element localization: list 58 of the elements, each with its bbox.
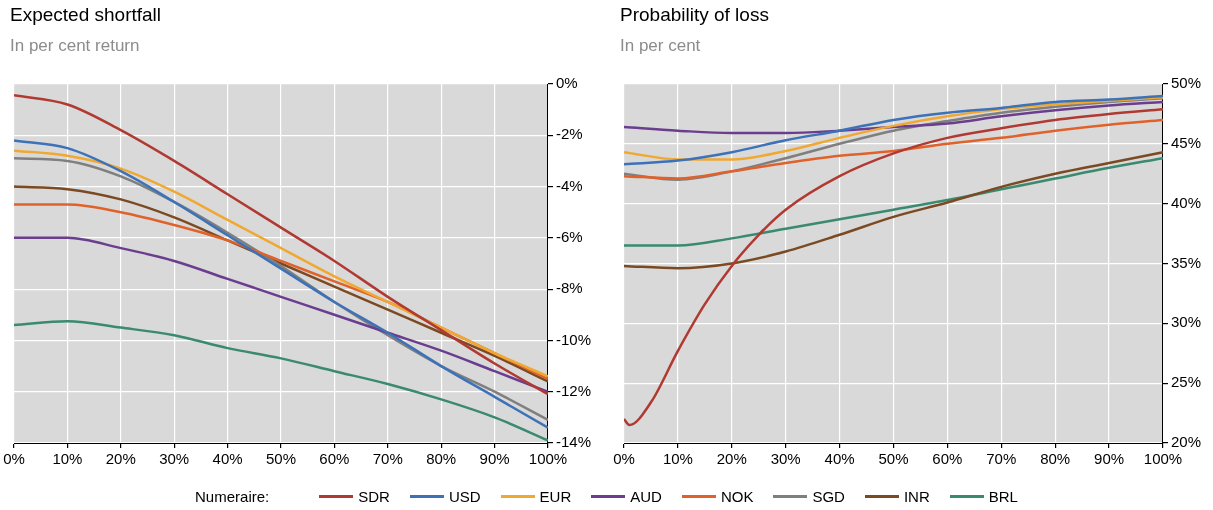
legend-label: USD [448,488,481,505]
x-tick-label: 50% [878,450,909,468]
x-tick-label: 50% [265,450,297,468]
x-tick-label: 0% [3,450,25,468]
x-tick-label: 100% [528,450,568,468]
y-tick-label: 45% [1170,133,1202,151]
legend-label: EUR [539,488,572,505]
legend-label: BRL [988,488,1018,505]
x-tick-label: 0% [613,450,635,468]
x-tick-label: 40% [824,450,855,468]
y-tick-label: 20% [1170,433,1202,451]
legend-title: Numeraire: [195,488,270,505]
x-tick-label: 20% [716,450,747,468]
y-tick-label: 35% [1170,253,1202,271]
y-tick-label: 50% [1170,74,1202,92]
chart-title: Expected shortfall [10,4,162,26]
x-tick-label: 100% [1143,450,1183,468]
y-tick-label: -12% [555,381,592,399]
x-tick-label: 20% [105,450,136,468]
y-tick-label: 25% [1170,373,1202,391]
line-series [624,156,1163,247]
line-series [14,94,548,396]
line-series [624,150,1163,270]
x-tick-label: 80% [1040,450,1071,468]
x-tick-label: 70% [986,450,1017,468]
y-tick-label: -2% [555,125,583,143]
x-tick-label: 90% [479,450,510,468]
line-series [624,118,1163,180]
x-tick-label: 10% [662,450,693,468]
chart-subtitle: In per cent return [10,36,140,56]
line-series [14,149,548,378]
chart-title: Probability of loss [620,4,769,26]
y-tick-label: 0% [555,74,578,92]
line-series [624,100,1163,135]
line-series [14,236,548,393]
x-tick-label: 60% [932,450,963,468]
x-tick-label: 30% [770,450,801,468]
y-tick-label: -14% [555,433,592,451]
x-tick-label: 40% [212,450,243,468]
y-tick-label: -8% [555,279,583,297]
y-tick-label: -6% [555,228,583,245]
legend-label: INR [903,488,930,505]
x-tick-label: 80% [426,450,457,468]
y-tick-label: -4% [555,176,583,194]
legend-label: NOK [720,488,754,505]
x-tick-label: 60% [319,450,350,468]
y-tick-label: -10% [555,330,592,348]
x-tick-label: 10% [52,450,83,468]
x-tick-label: 30% [159,450,190,468]
y-tick-label: 30% [1170,313,1202,331]
x-tick-label: 70% [372,450,403,468]
legend-label: SGD [812,488,845,505]
y-tick-label: 40% [1170,193,1202,211]
line-series [624,107,1163,427]
legend-label: AUD [630,488,662,505]
chart-subtitle: In per cent [620,36,701,56]
legend-label: SDR [358,488,390,505]
x-tick-label: 90% [1094,450,1125,468]
